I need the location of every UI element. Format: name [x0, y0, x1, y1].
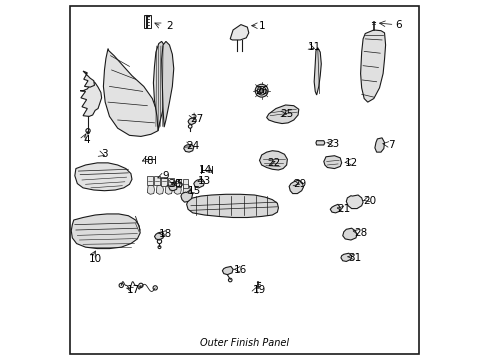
Text: 30: 30 [168, 179, 181, 189]
Text: 16: 16 [233, 265, 246, 275]
Polygon shape [193, 179, 204, 188]
Polygon shape [288, 180, 303, 194]
Text: 9: 9 [162, 171, 168, 181]
Polygon shape [156, 185, 163, 194]
Text: 13: 13 [198, 176, 211, 186]
Polygon shape [329, 204, 340, 213]
Polygon shape [174, 185, 181, 194]
Circle shape [255, 84, 267, 97]
Polygon shape [80, 81, 102, 116]
Text: 21: 21 [337, 204, 350, 214]
Text: 26: 26 [255, 86, 268, 96]
Polygon shape [71, 214, 140, 249]
Text: 5: 5 [176, 179, 183, 189]
Polygon shape [181, 190, 192, 202]
Bar [154, 176, 160, 185]
Text: 28: 28 [353, 228, 366, 238]
Text: 3: 3 [101, 149, 107, 159]
Polygon shape [154, 232, 164, 240]
Polygon shape [153, 41, 168, 131]
Polygon shape [340, 253, 351, 261]
Bar [161, 177, 166, 186]
Polygon shape [315, 141, 324, 145]
Polygon shape [323, 156, 341, 168]
Bar [168, 178, 174, 186]
Bar [147, 176, 152, 185]
Polygon shape [313, 48, 321, 95]
Text: 17: 17 [126, 285, 140, 295]
Text: 22: 22 [266, 158, 280, 168]
Text: 27: 27 [190, 113, 203, 123]
Polygon shape [168, 183, 177, 191]
Text: 23: 23 [326, 139, 339, 149]
Text: 25: 25 [280, 109, 293, 119]
Text: 24: 24 [186, 141, 199, 151]
Polygon shape [75, 163, 132, 191]
Text: 15: 15 [187, 186, 201, 197]
Text: 2: 2 [166, 21, 172, 31]
Polygon shape [165, 185, 172, 194]
Circle shape [87, 132, 89, 134]
Polygon shape [266, 105, 298, 123]
Text: 1: 1 [258, 21, 264, 31]
Polygon shape [183, 144, 193, 152]
Text: Outer Finish Panel: Outer Finish Panel [200, 338, 288, 348]
Polygon shape [103, 49, 159, 136]
Text: 12: 12 [345, 158, 358, 168]
Text: 20: 20 [363, 196, 376, 206]
Circle shape [259, 89, 263, 93]
Bar [175, 179, 181, 187]
Polygon shape [360, 30, 385, 102]
Text: 29: 29 [293, 179, 306, 189]
Text: 7: 7 [387, 140, 393, 150]
Text: 4: 4 [83, 135, 90, 145]
Text: 31: 31 [347, 253, 361, 263]
Polygon shape [147, 185, 154, 194]
Text: 11: 11 [307, 42, 320, 52]
Polygon shape [342, 228, 356, 240]
Text: 6: 6 [394, 19, 401, 30]
Text: 10: 10 [88, 254, 102, 264]
Polygon shape [259, 151, 287, 170]
Bar [143, 15, 151, 28]
Bar [183, 179, 188, 188]
Text: 18: 18 [158, 229, 171, 239]
Polygon shape [222, 266, 233, 275]
Text: 19: 19 [252, 285, 265, 295]
Text: 14: 14 [199, 165, 212, 175]
Polygon shape [374, 138, 384, 152]
Text: 8: 8 [146, 157, 153, 166]
Polygon shape [230, 24, 248, 40]
Polygon shape [83, 71, 94, 87]
Polygon shape [183, 185, 190, 194]
Polygon shape [162, 41, 173, 127]
Polygon shape [346, 195, 363, 208]
Polygon shape [186, 194, 278, 217]
Polygon shape [188, 117, 196, 125]
